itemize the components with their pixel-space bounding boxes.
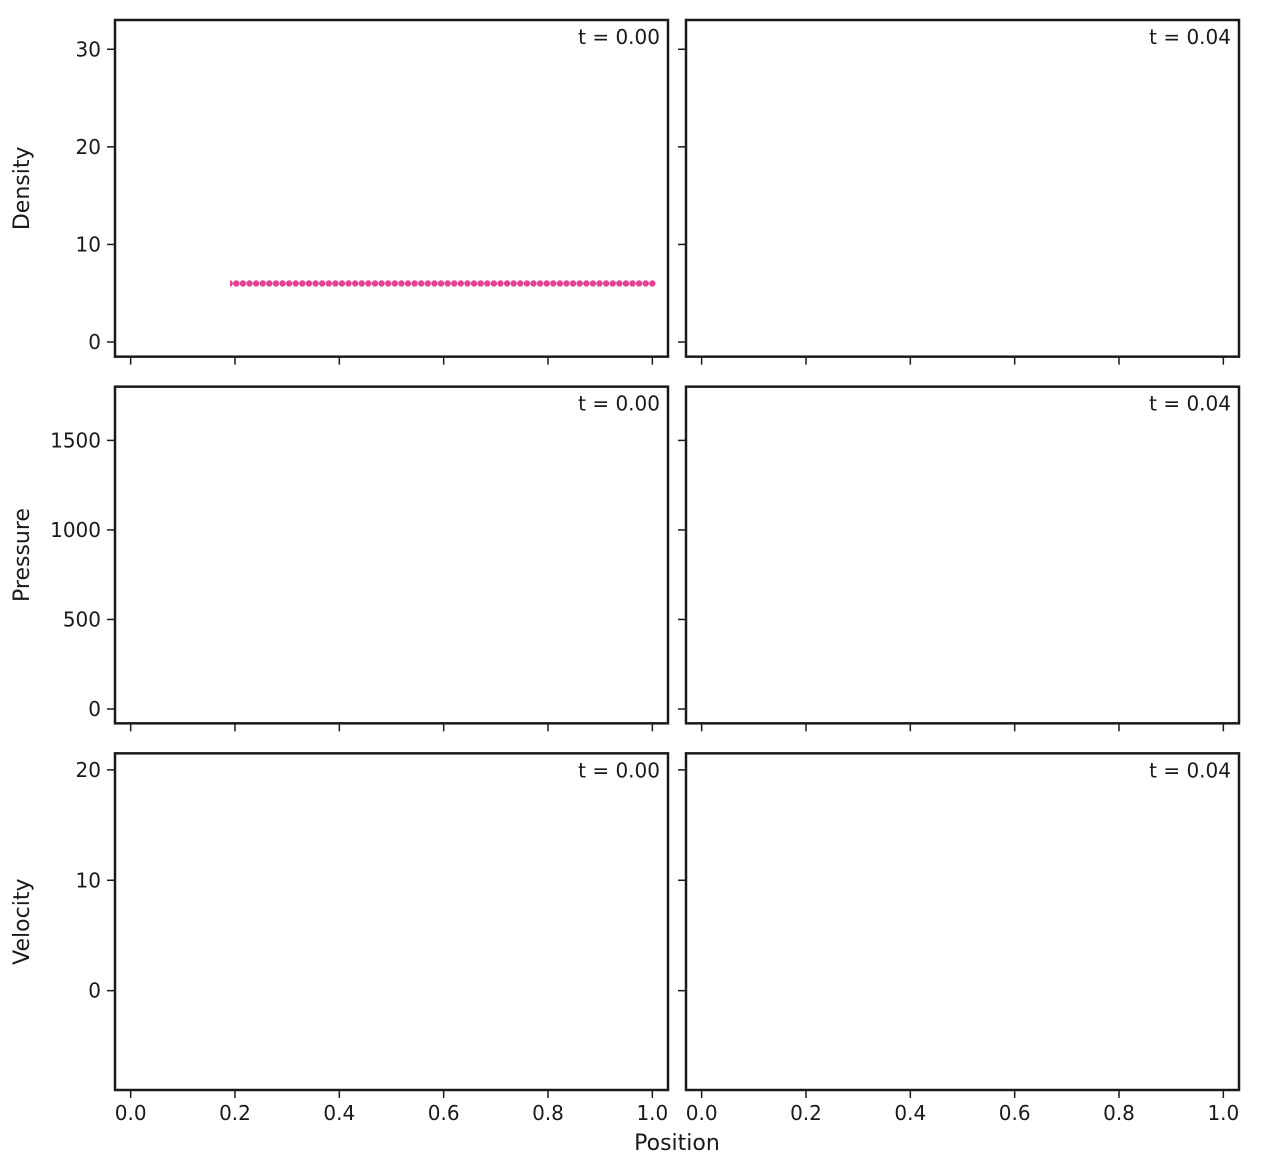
y-tick-label: 20 — [76, 758, 101, 782]
x-tick-label: 0.0 — [115, 1101, 147, 1125]
x-tick-label: 1.0 — [1207, 1101, 1239, 1125]
data-point — [649, 280, 655, 286]
xlabel: Position — [634, 1131, 720, 1156]
data-point — [312, 280, 318, 286]
data-point — [233, 280, 239, 286]
data-point — [365, 280, 371, 286]
ylabel-density: Density — [10, 147, 35, 231]
data-point — [477, 280, 483, 286]
data-point — [266, 280, 272, 286]
data-point — [590, 280, 596, 286]
y-tick-label: 0 — [88, 979, 101, 1003]
data-point — [583, 280, 589, 286]
data-point — [504, 280, 510, 286]
time-annotation: t = 0.00 — [578, 758, 660, 782]
data-point — [378, 280, 384, 286]
data-point — [372, 280, 378, 286]
y-tick-label: 0 — [88, 330, 101, 354]
y-tick-label: 10 — [76, 868, 101, 892]
y-tick-label: 10 — [76, 232, 101, 256]
data-point — [524, 280, 530, 286]
data-point — [636, 280, 642, 286]
x-tick-label: 0.6 — [428, 1101, 460, 1125]
data-point — [517, 280, 523, 286]
data-point — [464, 280, 470, 286]
x-tick-label: 0.4 — [323, 1101, 355, 1125]
y-tick-label: 1000 — [50, 518, 101, 542]
x-tick-label: 0.2 — [219, 1101, 251, 1125]
data-point — [530, 280, 536, 286]
data-point — [603, 280, 609, 286]
data-point — [471, 280, 477, 286]
data-point — [570, 280, 576, 286]
data-point — [563, 280, 569, 286]
data-point — [411, 280, 417, 286]
data-point — [359, 280, 365, 286]
x-tick-label: 1.0 — [636, 1101, 668, 1125]
data-point — [616, 280, 622, 286]
data-point — [491, 280, 497, 286]
y-tick-label: 30 — [76, 37, 101, 61]
data-point — [418, 280, 424, 286]
data-point — [253, 280, 259, 286]
data-point — [246, 280, 252, 286]
data-point — [240, 280, 246, 286]
data-point — [286, 280, 292, 286]
data-point — [451, 280, 457, 286]
data-point — [345, 280, 351, 286]
data-point — [385, 280, 391, 286]
data-point — [425, 280, 431, 286]
data-point — [339, 280, 345, 286]
data-point — [444, 280, 450, 286]
time-annotation: t = 0.04 — [1149, 25, 1231, 49]
time-annotation: t = 0.00 — [578, 25, 660, 49]
x-tick-label: 0.2 — [790, 1101, 822, 1125]
data-point — [299, 280, 305, 286]
data-point — [643, 280, 649, 286]
x-tick-label: 0.0 — [686, 1101, 718, 1125]
data-point — [497, 280, 503, 286]
time-annotation: t = 0.00 — [578, 392, 660, 416]
y-tick-label: 20 — [76, 135, 101, 159]
data-point — [623, 280, 629, 286]
data-point — [577, 280, 583, 286]
x-tick-label: 0.4 — [894, 1101, 926, 1125]
data-point — [273, 280, 279, 286]
y-tick-label: 0 — [88, 697, 101, 721]
ylabel-velocity: Velocity — [10, 879, 35, 965]
y-tick-label: 1500 — [50, 428, 101, 452]
ylabel-pressure: Pressure — [10, 508, 35, 602]
data-point — [405, 280, 411, 286]
data-point — [557, 280, 563, 286]
data-point — [629, 280, 635, 286]
data-point — [610, 280, 616, 286]
data-point — [484, 280, 490, 286]
data-point — [510, 280, 516, 286]
data-point — [543, 280, 549, 286]
figure: 0 10 20 30 t = 0.00 t = 0.04 0 500 1000 1500 t = 0… — [0, 0, 1261, 1174]
data-point — [431, 280, 437, 286]
data-point — [537, 280, 543, 286]
x-tick-label: 0.6 — [999, 1101, 1031, 1125]
x-tick-label: 0.8 — [1103, 1101, 1135, 1125]
data-point — [550, 280, 556, 286]
data-point — [438, 280, 444, 286]
y-tick-label: 500 — [63, 607, 101, 631]
data-point — [293, 280, 299, 286]
data-point — [260, 280, 266, 286]
time-annotation: t = 0.04 — [1149, 758, 1231, 782]
data-point — [332, 280, 338, 286]
data-point — [398, 280, 404, 286]
data-point — [392, 280, 398, 286]
data-point — [306, 280, 312, 286]
figure-background — [0, 0, 1261, 1174]
data-point — [596, 280, 602, 286]
data-point — [352, 280, 358, 286]
data-point — [319, 280, 325, 286]
data-point — [326, 280, 332, 286]
data-point — [458, 280, 464, 286]
time-annotation: t = 0.04 — [1149, 392, 1231, 416]
x-tick-label: 0.8 — [532, 1101, 564, 1125]
data-point — [279, 280, 285, 286]
